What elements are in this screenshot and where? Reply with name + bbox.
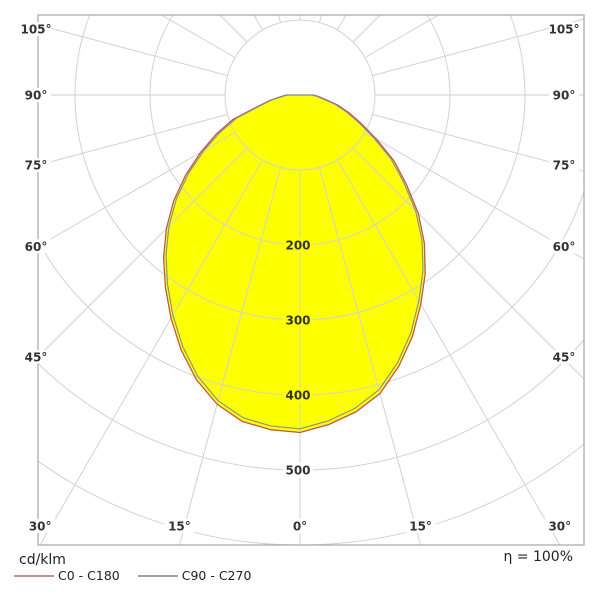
plot-border <box>37 14 585 546</box>
angle-label-left-75: 75° <box>25 159 48 173</box>
angle-label-bottom-0-bg <box>285 519 315 533</box>
grid-ray-r15 <box>318 167 422 545</box>
efficiency-label: η = 100% <box>503 549 573 565</box>
grid-ray-l45 <box>38 147 248 358</box>
angle-label-right-90-bg <box>549 88 579 102</box>
curve-c0-c180 <box>162 94 426 434</box>
angle-label-right-45: 45° <box>553 351 576 365</box>
angle-label-bottom-0: 0° <box>293 520 307 534</box>
angle-label-bottom-l30: 30° <box>29 520 52 534</box>
grid-ray-r60 <box>364 132 584 260</box>
ring-label-300-bg <box>283 313 313 327</box>
angle-label-right-45-bg <box>549 350 579 364</box>
legend-label-c0-c180: C0 - C180 <box>58 568 120 583</box>
ring-label-300: 300 <box>285 314 310 328</box>
grid-ray-l60 <box>38 132 236 247</box>
curve-c90-c270 <box>165 94 424 430</box>
angle-label-left-75-bg <box>21 158 51 173</box>
grid-ray-r105 <box>372 18 584 77</box>
angle-label-left-45: 45° <box>25 351 48 365</box>
grid-ray-l75 <box>38 113 228 166</box>
angle-label-left-60-bg <box>21 239 51 254</box>
c90-c270-line-swatch <box>137 574 178 577</box>
angle-label-bottom-r15-bg <box>405 519 436 533</box>
grid-ray-r45 <box>352 147 584 380</box>
ring-label-500-bg <box>283 463 313 477</box>
labels: 105° 105° 90° 90° 75° 75° 60° 60° 45° 45° 30° 30° 15… <box>20 22 580 534</box>
angle-label-bottom-l30-bg <box>25 519 56 533</box>
angle-label-left-90: 90° <box>25 89 48 103</box>
unit-label: cd/klm <box>19 552 66 568</box>
ring-label-200-bg <box>283 238 313 252</box>
legend-label-c90-c270: C90 - C270 <box>181 568 252 583</box>
angle-label-bottom-l15: 15° <box>168 520 191 534</box>
angle-label-left-60: 60° <box>25 240 48 254</box>
angle-label-right-105-bg <box>549 22 579 36</box>
ring-label-400-bg <box>283 388 313 402</box>
grid-ray-r30 <box>337 159 561 545</box>
angle-label-left-105-bg <box>21 22 51 36</box>
grid-ray-r165 <box>318 15 322 23</box>
angle-label-bottom-l15-bg <box>164 519 195 533</box>
angle-label-left-45-bg <box>21 350 51 364</box>
angle-label-right-105: 105° <box>548 23 579 37</box>
angle-label-bottom-r15: 15° <box>409 520 432 534</box>
angle-label-right-90: 90° <box>553 89 576 103</box>
grid-ray-l105 <box>38 24 228 77</box>
angle-label-right-60-bg <box>549 239 579 254</box>
angle-label-right-60: 60° <box>553 240 576 254</box>
c0-c180-line-swatch <box>14 574 54 577</box>
angle-label-left-90-bg <box>21 88 51 102</box>
legend: C0 - C180 C90 - C270 <box>14 568 251 583</box>
angle-label-left-105: 105° <box>20 23 51 37</box>
ring-label-200: 200 <box>285 239 310 253</box>
angle-label-right-75-bg <box>549 158 579 173</box>
angle-label-bottom-r30-bg <box>544 519 575 533</box>
angle-label-right-75: 75° <box>553 159 576 173</box>
angle-label-bottom-r30: 30° <box>548 520 571 534</box>
grid-ray-r75 <box>372 113 584 172</box>
ring-label-500: 500 <box>285 464 310 478</box>
grid-ray-l30 <box>39 159 263 545</box>
intensity-fill-region <box>163 95 426 433</box>
grid-ray-l15 <box>178 167 282 545</box>
ring-label-400: 400 <box>285 389 310 403</box>
grid-ray-l165 <box>278 15 282 23</box>
